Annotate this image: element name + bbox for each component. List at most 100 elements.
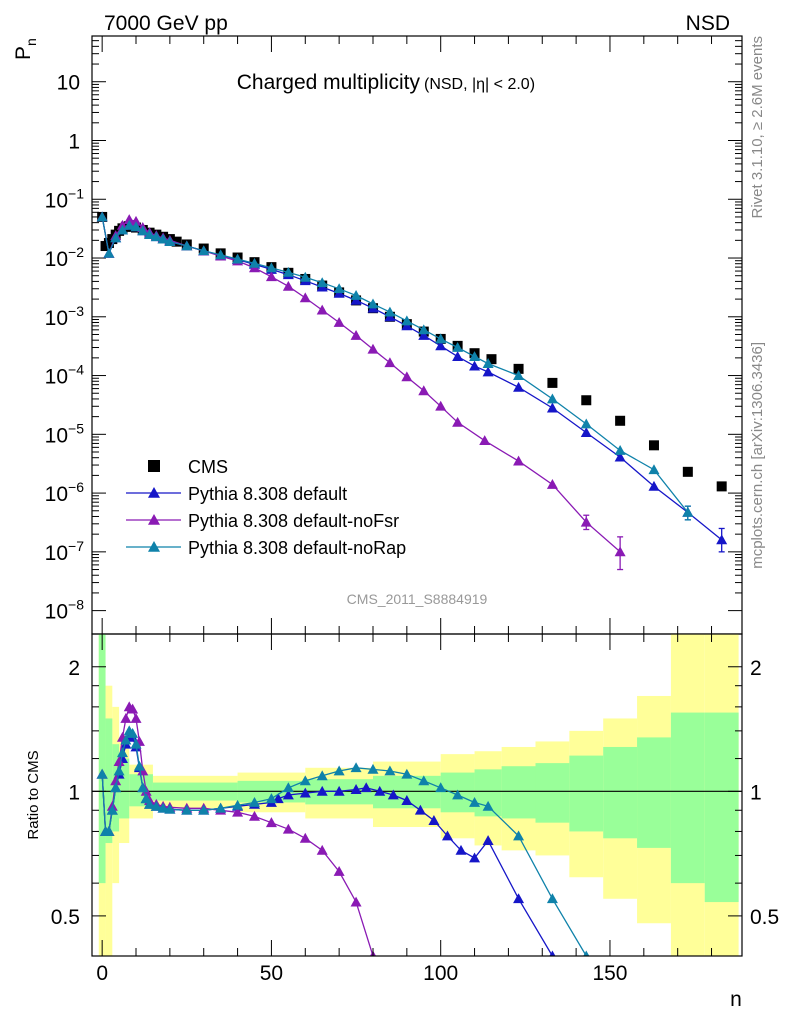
data-point-mc [614,445,626,455]
ratio-point [130,712,142,723]
ratio-point [546,893,558,904]
band-inner [501,766,536,819]
ratio-point [333,765,345,776]
data-point-mc [479,435,491,446]
data-point-mc [103,247,115,258]
band-inner [119,758,130,819]
chart-subtitle: (NSD, |η| < 2.0) [424,76,535,93]
data-point-mc [130,215,142,226]
ratio-series-group [96,701,590,956]
ratio-point [401,795,413,805]
ratio-ytick-label: 1 [68,781,80,804]
data-point-mc [333,316,345,327]
mcplots-label: mcplots.cern.ch [arXiv:1306.3436] [749,342,766,569]
ratio-point [120,712,132,723]
band-inner [98,634,106,884]
data-point-mc [513,455,525,466]
ratio-point [455,844,467,855]
data-point-mc [513,370,525,380]
data-point-mc [215,249,227,260]
data-point-cms [716,481,727,492]
band-inner [105,718,113,844]
ratio-point [265,817,277,828]
data-point-mc [130,221,142,232]
ratio-point [469,796,481,807]
data-point-mc [648,464,660,475]
ratio-point [198,804,210,815]
ratio-point [137,782,149,793]
data-point-mc [282,266,294,277]
legend-marker [148,460,160,472]
data-point-cms [648,440,659,451]
ratio-point [360,782,372,793]
legend-label: Pythia 8.308 default-noFsr [188,511,399,531]
ratio-point [452,789,464,800]
ratio-point [401,768,413,779]
ratio-point [265,793,277,804]
analysis-watermark: CMS_2011_S8884919 [347,591,488,607]
ratio-point [144,798,156,809]
xtick-label: 150 [592,962,627,985]
xtick-label: 0 [96,962,108,985]
data-point-mc [316,277,328,288]
data-point-mc [144,229,156,240]
ratio-point [414,804,426,815]
ratio-ytick-label-right: 0.5 [750,906,779,929]
main-ytick-label: 10−6 [45,479,85,506]
data-point-mc [401,371,413,382]
ratio-point [482,835,494,846]
data-point-mc [452,342,464,352]
band-inner [670,712,705,884]
data-point-mc [513,381,525,392]
ratio-line [101,729,587,956]
ratio-point [299,832,311,843]
ratio-point [106,804,118,815]
band-inner [704,712,739,903]
ratio-point [133,760,145,771]
data-point-mc [157,233,169,244]
ratio-point [441,830,453,841]
ratio-point [110,782,122,793]
legend-marker [148,514,160,525]
ratio-point [157,802,169,813]
data-point-mc [265,262,277,273]
data-point-cms [171,236,182,247]
main-axis-ticks: 10 1 10−1 10−2 10−3 10−4 10−5 10−6 10−7 10−8 [45,35,742,634]
main-ytick-label: 10−7 [45,538,85,565]
legend-label: Pythia 8.308 default-noRap [188,538,406,558]
data-point-mc [401,315,413,326]
data-point-cms [547,377,558,388]
legend-marker [148,487,160,498]
data-point-mc [614,546,626,557]
data-point-mc [469,351,481,362]
data-point-mc [181,240,193,251]
data-point-mc [265,271,277,282]
ratio-ytick-label-right: 1 [750,781,762,804]
ratio-point [418,775,430,786]
main-ytick-label: 10−5 [45,420,85,447]
data-point-mc [580,516,592,527]
ratio-point [96,768,108,779]
ratio-frame [91,633,743,957]
data-point-mc [682,506,694,517]
ratio-point [127,727,139,738]
data-point-mc [546,478,558,489]
data-point-mc [137,225,149,236]
ratio-point [232,806,244,817]
ratio-point [350,784,362,794]
main-ytick-label: 10−4 [45,362,85,389]
header-right: NSD [686,12,730,35]
ratio-point [282,782,294,793]
ratio-point [374,785,386,796]
header-left: 7000 GeV pp [104,12,228,35]
ratio-point [387,789,399,800]
legend-marker [148,541,160,552]
data-point-mc [367,343,379,354]
ratio-uncertainty-bands [98,634,739,956]
ratio-point [249,810,260,821]
ratio-point [583,950,590,956]
data-point-mc [716,534,728,545]
ratio-point [120,734,132,745]
data-point-mc [96,211,108,222]
ratio-point [113,756,125,766]
